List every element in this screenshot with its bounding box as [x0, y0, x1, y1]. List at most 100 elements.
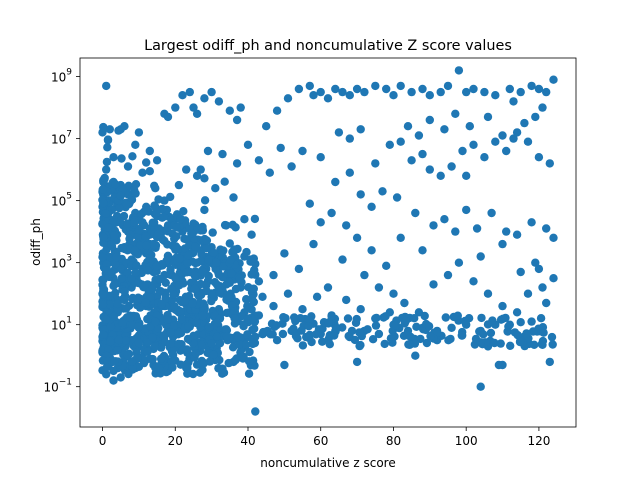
x-tick-label: 100 [455, 434, 478, 448]
data-point [145, 146, 154, 156]
data-point [98, 290, 108, 299]
y-tick-label: 101 [51, 316, 72, 333]
data-point [116, 191, 125, 201]
data-point [154, 363, 164, 373]
data-point [127, 274, 136, 283]
data-point [309, 239, 318, 249]
data-point [222, 325, 231, 334]
data-point [522, 329, 531, 338]
data-point [531, 258, 540, 267]
data-point [198, 365, 207, 375]
data-point [244, 369, 254, 378]
data-point [491, 91, 500, 100]
data-point [367, 202, 376, 211]
data-point [231, 355, 240, 365]
data-point [134, 128, 144, 137]
data-point [323, 94, 333, 103]
data-point [182, 165, 191, 174]
data-point [318, 337, 327, 346]
data-point [490, 338, 499, 348]
data-point [469, 84, 478, 94]
data-point [444, 336, 453, 345]
data-point [498, 314, 508, 323]
data-point [151, 317, 160, 326]
data-point [418, 246, 427, 255]
data-point [545, 357, 554, 367]
data-point [374, 283, 384, 292]
x-tick-label: 80 [386, 434, 401, 448]
data-point [418, 149, 427, 159]
data-point [131, 140, 140, 149]
data-point [156, 354, 166, 363]
data-point [131, 268, 140, 277]
data-point [150, 181, 159, 190]
data-point [289, 324, 298, 333]
data-point [180, 296, 190, 306]
data-point [198, 311, 208, 321]
data-point [283, 289, 293, 298]
data-point [168, 363, 177, 372]
chart-title: Largest odiff_ph and noncumulative Z sco… [144, 38, 512, 54]
data-point [98, 252, 107, 262]
data-point [324, 318, 333, 327]
data-point [225, 278, 234, 287]
data-point [345, 134, 354, 143]
data-point [312, 292, 322, 301]
data-point [112, 252, 121, 262]
y-tick-label: 109 [51, 68, 72, 85]
data-point [547, 332, 557, 342]
y-tick-label: 103 [51, 254, 72, 271]
data-point [476, 382, 485, 391]
data-point [218, 149, 227, 159]
data-point [534, 264, 544, 274]
data-point [462, 205, 471, 215]
data-point [268, 330, 277, 339]
data-point [368, 335, 378, 344]
x-tick-label: 40 [240, 434, 255, 448]
data-point [460, 316, 470, 326]
data-point [179, 207, 188, 216]
data-point [372, 313, 381, 323]
data-point [520, 118, 529, 128]
data-point [357, 331, 366, 341]
data-point [117, 243, 126, 253]
data-point [342, 221, 351, 230]
data-point [121, 336, 130, 345]
data-point [200, 205, 209, 215]
data-point [549, 274, 558, 283]
data-point [145, 254, 154, 263]
data-point [287, 162, 296, 171]
data-point [160, 338, 170, 347]
data-point [441, 313, 450, 322]
data-point [111, 180, 120, 189]
data-point [102, 165, 111, 174]
data-point [234, 332, 243, 342]
data-point [458, 146, 467, 156]
data-point [230, 245, 239, 254]
data-point [538, 336, 548, 346]
data-point [191, 349, 201, 358]
data-point [100, 173, 109, 183]
data-point [105, 125, 115, 134]
data-point [200, 196, 210, 205]
data-point [334, 128, 344, 137]
data-point [190, 270, 199, 280]
data-point [331, 177, 340, 187]
data-point [356, 190, 365, 199]
data-point [505, 84, 514, 94]
data-point [527, 317, 536, 326]
data-point [212, 332, 222, 341]
data-point [220, 177, 229, 186]
data-point [208, 290, 218, 299]
data-point [411, 208, 420, 218]
data-point [175, 254, 184, 263]
data-point [103, 143, 112, 152]
data-point [209, 350, 218, 359]
data-point [207, 339, 216, 348]
data-point [192, 171, 202, 180]
data-point [176, 214, 185, 224]
data-point [496, 339, 505, 348]
data-point [111, 260, 120, 269]
data-point [105, 252, 115, 262]
